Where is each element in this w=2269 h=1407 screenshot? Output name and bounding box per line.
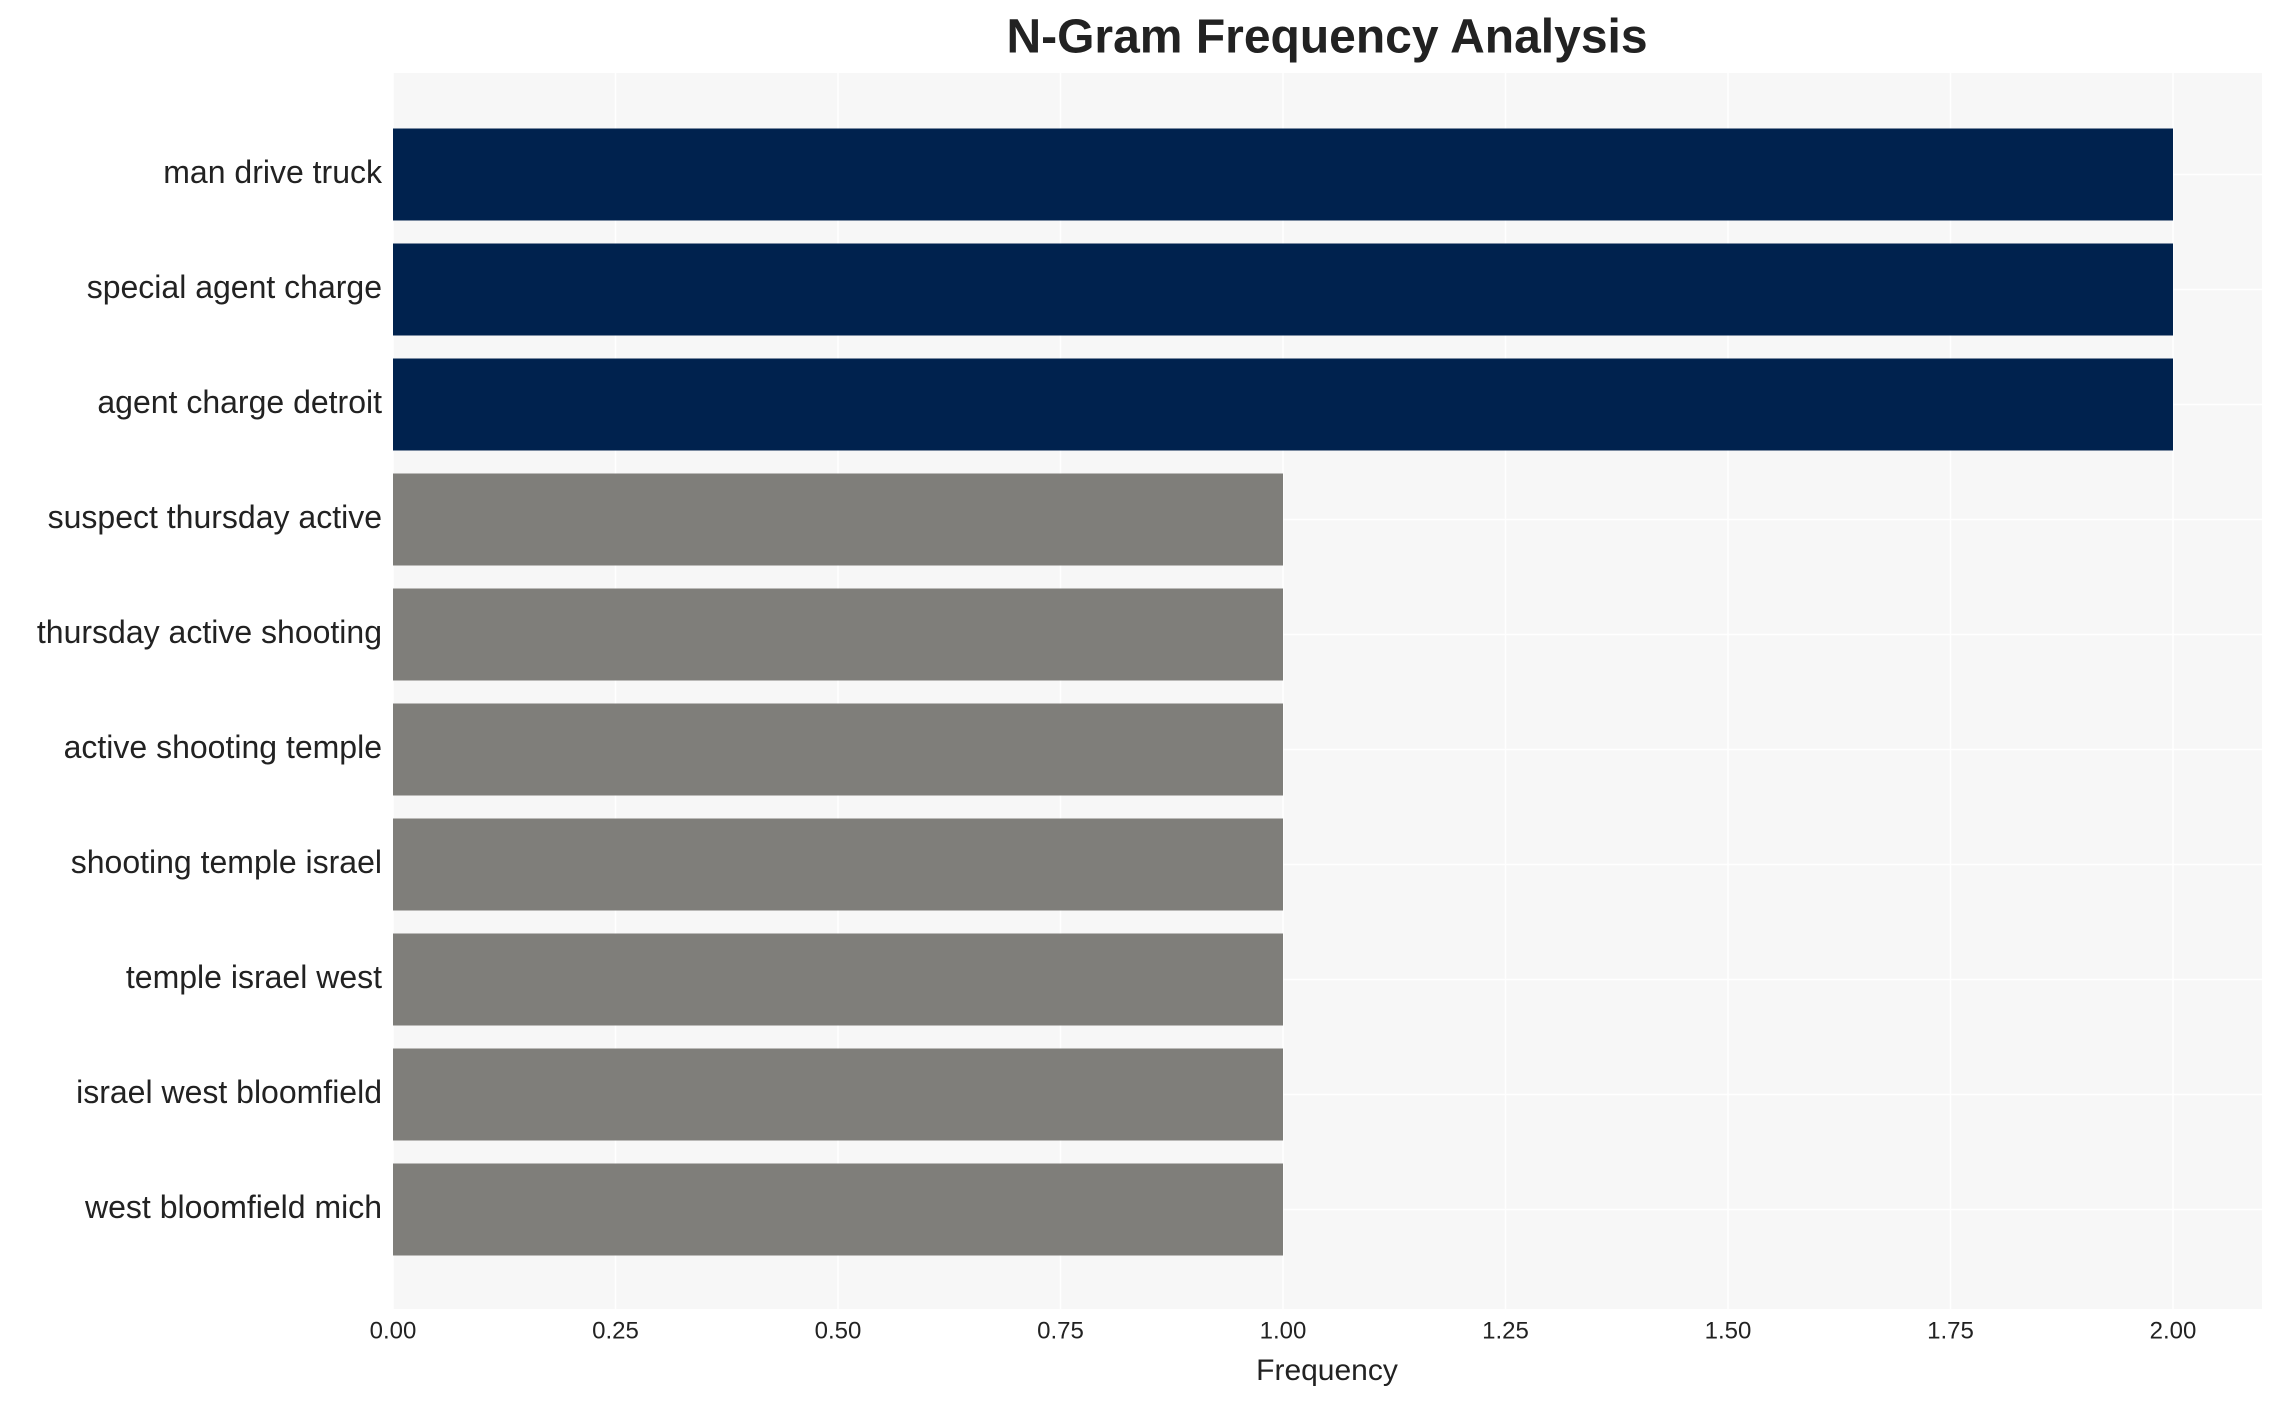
bar bbox=[393, 128, 2173, 221]
bar bbox=[393, 933, 1283, 1026]
x-tick-label: 0.00 bbox=[370, 1317, 417, 1344]
y-tick-label: temple israel west bbox=[126, 959, 382, 995]
bar bbox=[393, 1163, 1283, 1256]
x-tick-label: 2.00 bbox=[2150, 1317, 2197, 1344]
y-tick-label: agent charge detroit bbox=[97, 384, 382, 420]
x-tick-label: 1.00 bbox=[1260, 1317, 1307, 1344]
y-tick-label: thursday active shooting bbox=[37, 614, 382, 650]
bar bbox=[393, 243, 2173, 336]
bar bbox=[393, 703, 1283, 796]
x-tick-label: 0.25 bbox=[592, 1317, 639, 1344]
x-tick-label: 1.50 bbox=[1705, 1317, 1752, 1344]
y-tick-label: suspect thursday active bbox=[48, 499, 382, 535]
x-tick-label: 1.25 bbox=[1482, 1317, 1529, 1344]
x-tick-label: 1.75 bbox=[1927, 1317, 1974, 1344]
y-tick-label: man drive truck bbox=[163, 154, 383, 190]
bar bbox=[393, 818, 1283, 911]
x-axis-label: Frequency bbox=[1256, 1354, 1398, 1387]
y-tick-label: israel west bloomfield bbox=[76, 1074, 382, 1110]
y-tick-label: west bloomfield mich bbox=[84, 1189, 382, 1225]
x-tick-label: 0.75 bbox=[1037, 1317, 1084, 1344]
bar bbox=[393, 473, 1283, 566]
bar bbox=[393, 1048, 1283, 1141]
y-tick-label: active shooting temple bbox=[64, 729, 382, 765]
x-tick-label: 0.50 bbox=[815, 1317, 862, 1344]
bar bbox=[393, 358, 2173, 451]
y-tick-label: shooting temple israel bbox=[71, 844, 382, 880]
chart-title: N-Gram Frequency Analysis bbox=[1006, 11, 1647, 64]
y-tick-label: special agent charge bbox=[87, 269, 382, 305]
bar bbox=[393, 588, 1283, 681]
